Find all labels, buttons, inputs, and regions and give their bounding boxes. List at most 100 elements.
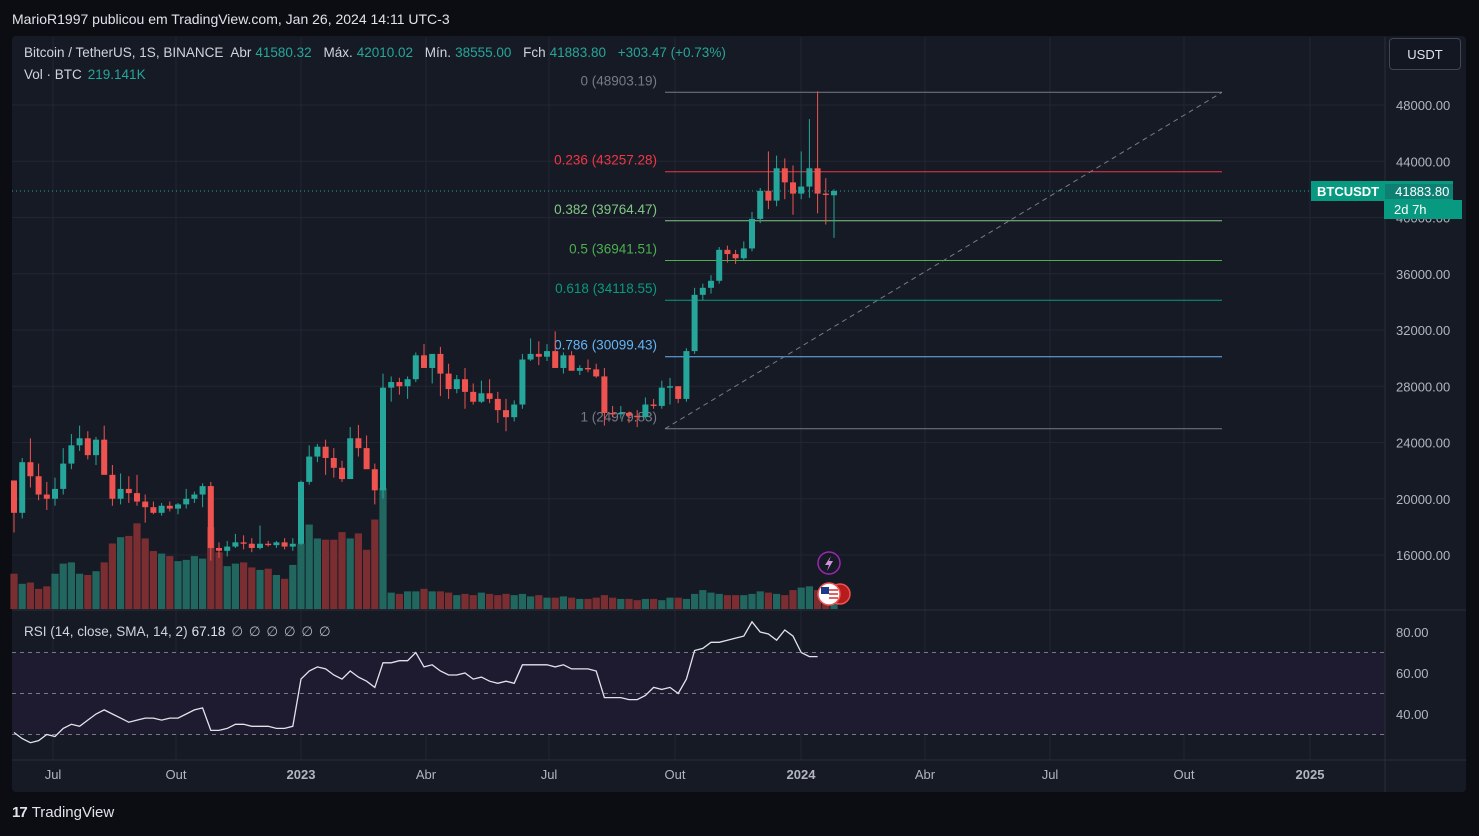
candle [658, 380, 665, 409]
candle-body [552, 351, 559, 368]
symbol-name[interactable]: Bitcoin / TetherUS, 1S, BINANCE [24, 45, 224, 60]
candle [330, 448, 337, 478]
candle-body [560, 355, 567, 368]
candle [150, 501, 157, 515]
volume-bar [412, 591, 420, 609]
time-tick-label: Abr [915, 767, 936, 782]
volume-bar [502, 593, 510, 609]
candle-body [35, 476, 42, 495]
candle-body [453, 379, 460, 390]
price-tick-label: 28000.00 [1396, 379, 1450, 394]
candle-body [27, 462, 34, 477]
volume-bar [248, 567, 256, 609]
candle [265, 540, 272, 547]
candle-body [691, 294, 698, 352]
volume-bar [158, 553, 166, 609]
candle-body [511, 404, 518, 418]
candle [642, 397, 649, 419]
candle [470, 383, 477, 405]
candle-body [478, 393, 485, 402]
candle [380, 373, 386, 499]
candle-body [781, 168, 788, 183]
rsi-extra: ∅ ∅ ∅ ∅ ∅ ∅ [231, 624, 332, 639]
volume-bar [289, 564, 297, 609]
candle-body [683, 351, 690, 399]
volume-bar [748, 593, 756, 609]
candle [306, 445, 313, 485]
volume-bar [609, 597, 617, 609]
candle [667, 377, 673, 405]
fib-retracement: 0 (48903.19) 0.236 (43257.28) 0.382 (39764… [554, 73, 1223, 430]
volume-bar [617, 598, 625, 609]
candle [429, 353, 436, 384]
candle-body [593, 369, 600, 377]
us-flag-icon [817, 582, 851, 606]
tradingview-brand[interactable]: 17 TradingView [12, 804, 114, 821]
candle [683, 348, 690, 402]
candle-body [806, 168, 813, 187]
volume-bar [682, 598, 690, 609]
volume-bar [125, 535, 133, 609]
candle [453, 375, 460, 394]
open-label: Abr [230, 45, 252, 60]
candle [437, 346, 444, 397]
candle [60, 448, 67, 495]
grid [12, 37, 1385, 760]
volume-bar [313, 538, 321, 609]
candle [207, 481, 214, 561]
candle [339, 460, 345, 482]
candle-body [43, 494, 50, 499]
candle [289, 538, 296, 551]
volume-bar [141, 538, 149, 609]
volume-bar [436, 591, 444, 609]
candle-body [191, 494, 198, 499]
close-value: 41883.80 [549, 45, 606, 60]
candle [535, 341, 542, 366]
time-tick-label: 2025 [1296, 767, 1325, 782]
candle [675, 386, 682, 404]
rsi-label[interactable]: RSI (14, close, SMA, 14, 2) [24, 624, 188, 639]
volume-bar [174, 561, 182, 609]
price-tick-label: 44000.00 [1396, 154, 1450, 169]
volume-bar [51, 573, 59, 609]
candle [740, 241, 747, 262]
candle-body [535, 353, 542, 357]
candle-body [650, 404, 657, 406]
time-tick-label: Jul [45, 767, 62, 782]
volume-bar [543, 597, 551, 609]
volume-bar [84, 574, 92, 609]
candle-body [667, 386, 673, 388]
candle [814, 91, 821, 214]
volume-bar [797, 587, 805, 609]
brand-name: TradingView [31, 804, 115, 821]
candle-body [248, 543, 255, 548]
volume-bar [26, 582, 34, 609]
rsi-tick-label: 40.00 [1396, 707, 1429, 722]
volume-bar [658, 600, 666, 609]
candle [806, 119, 813, 198]
volume-bar [330, 539, 338, 609]
currency-button[interactable]: USDT [1389, 38, 1461, 70]
fib-level-label: 0 (48903.19) [580, 73, 657, 88]
event-icons [817, 551, 851, 606]
volume-bar [486, 593, 494, 609]
candle-body [347, 438, 354, 480]
candle-body [199, 486, 206, 495]
candle-body [60, 463, 67, 489]
volume-bar [805, 586, 813, 609]
candle-body [658, 387, 665, 406]
candle-body [601, 376, 608, 413]
volume-bar [600, 595, 608, 609]
volume-bar [166, 556, 174, 609]
candle [19, 457, 26, 519]
fib-level-label: 0.236 (43257.28) [554, 153, 657, 168]
volume-bar [723, 595, 731, 609]
price-tick-label: 32000.00 [1396, 323, 1450, 338]
candle-body [224, 546, 231, 551]
candle-body [437, 353, 444, 374]
candle-body [306, 456, 313, 482]
open-value: 41580.32 [255, 45, 312, 60]
candle [363, 435, 370, 470]
rsi-band [12, 652, 1385, 735]
